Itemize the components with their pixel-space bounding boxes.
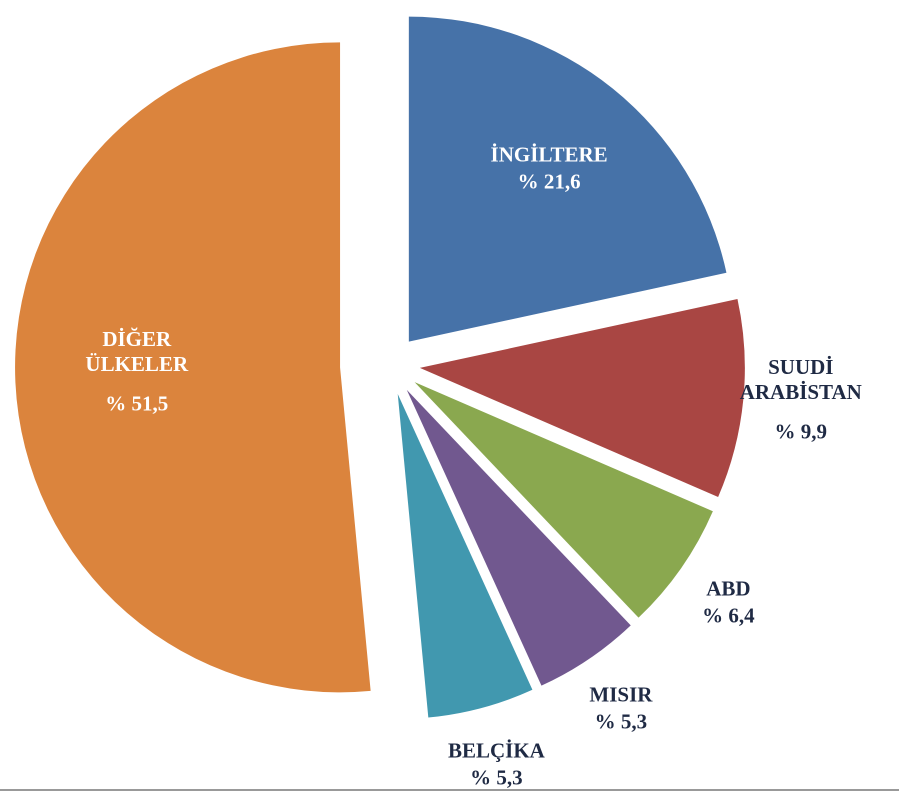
slice-label: MISIR bbox=[589, 682, 653, 707]
pie-slice bbox=[414, 382, 713, 618]
slice-label: ABD bbox=[706, 576, 751, 601]
slice-value: % 5,3 bbox=[470, 765, 523, 790]
slice-label: DİĞER ÜLKELER bbox=[85, 326, 189, 376]
pie-slice bbox=[419, 299, 745, 497]
slice-value: % 9,9 bbox=[774, 419, 828, 444]
pie-slice bbox=[397, 393, 533, 718]
slice-value: % 5,3 bbox=[594, 709, 648, 734]
slice-label: BELÇİKA bbox=[447, 738, 545, 763]
pie-slice bbox=[406, 389, 631, 686]
slice-value: % 51,5 bbox=[105, 391, 169, 416]
slice-label: İNGİLTERE bbox=[490, 142, 608, 167]
pie-slice bbox=[408, 16, 727, 342]
pie-slice bbox=[15, 42, 371, 693]
slice-value: % 21,6 bbox=[517, 169, 581, 194]
slice-value: % 6,4 bbox=[702, 603, 755, 628]
slice-label: SUUDİ ARABİSTAN bbox=[739, 355, 862, 405]
